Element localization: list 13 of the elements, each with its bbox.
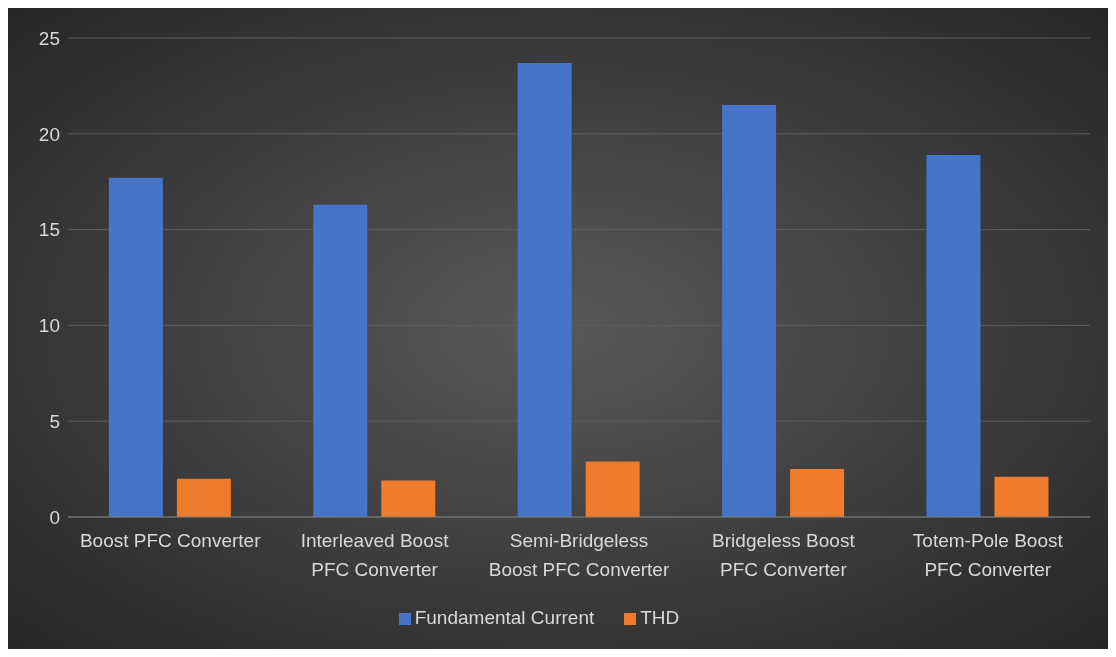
y-tick-label: 0 (49, 506, 60, 528)
x-tick-label: Boost PFC Converter (79, 530, 262, 551)
legend-label: THD (640, 607, 680, 628)
legend-label: Fundamental Current (414, 607, 595, 628)
y-tick-label: 10 (38, 315, 60, 337)
x-tick-label: Semi-Bridgeless Boost PFC Converter (488, 530, 670, 580)
y-tick-label: 20 (38, 123, 60, 145)
y-tick-label: 25 (38, 27, 60, 49)
y-tick-label: 15 (38, 219, 60, 241)
x-tick-label: Totem-Pole Boost PFC Converter (912, 530, 1064, 580)
x-tick-label: Interleaved Boost PFC Converter (300, 530, 450, 580)
y-tick-label: 5 (49, 410, 60, 432)
x-tick-label: Bridgeless Boost PFC Converter (712, 530, 856, 580)
